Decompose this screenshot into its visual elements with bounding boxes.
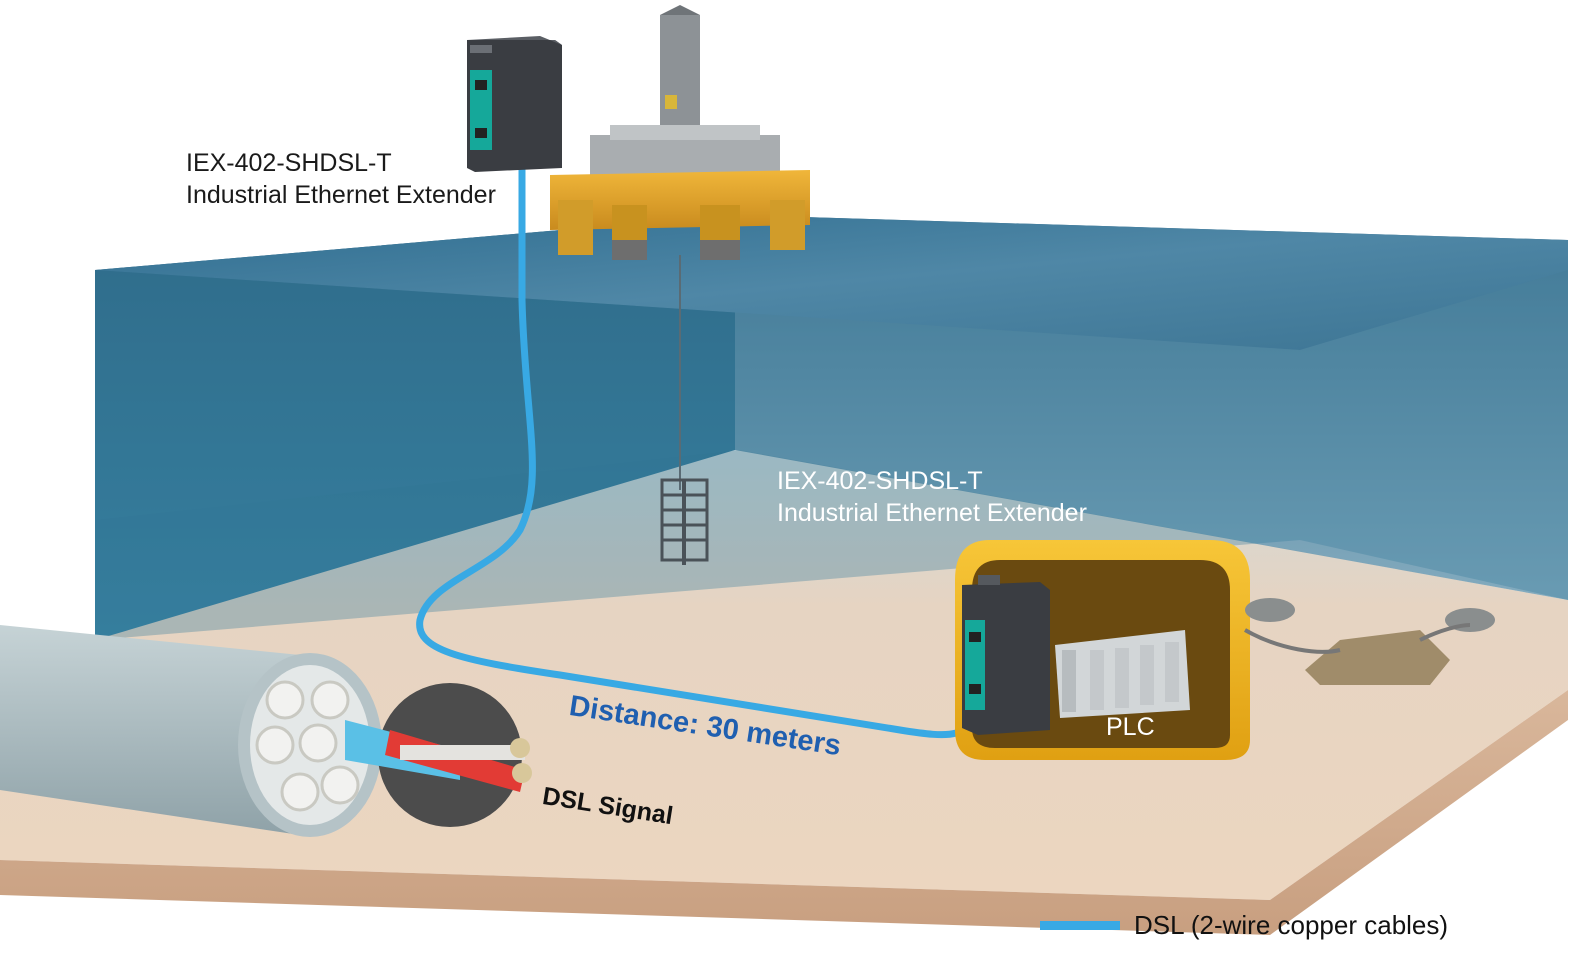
legend: DSL (2-wire copper cables) (1040, 907, 1448, 943)
dsl-cable (416, 166, 979, 739)
water-volume (95, 215, 1568, 640)
bottom-extender-desc: Industrial Ethernet Extender (777, 499, 1087, 527)
ethernet-extender-icon (962, 575, 1050, 735)
legend-label: DSL (2-wire copper cables) (1134, 909, 1449, 940)
bottom-extender-label: IEX-402-SHDSL-T Industrial Ethernet Exte… (777, 465, 1087, 529)
oil-rig-icon (550, 5, 810, 490)
plc-icon (1055, 630, 1190, 718)
subsea-manifold-icon (660, 478, 709, 565)
plc-enclosure (955, 540, 1250, 760)
legend-swatch (1040, 920, 1120, 930)
bottom-extender-model: IEX-402-SHDSL-T (777, 467, 983, 495)
top-extender-label: IEX-402-SHDSL-T Industrial Ethernet Exte… (186, 147, 496, 211)
top-extender-desc: Industrial Ethernet Extender (186, 181, 496, 209)
seabed-equipment (1244, 598, 1495, 685)
cable-cross-section-icon (0, 625, 532, 837)
plc-label: PLC (1106, 713, 1155, 741)
top-extender-model: IEX-402-SHDSL-T (186, 149, 392, 177)
ethernet-extender-icon (467, 36, 562, 172)
